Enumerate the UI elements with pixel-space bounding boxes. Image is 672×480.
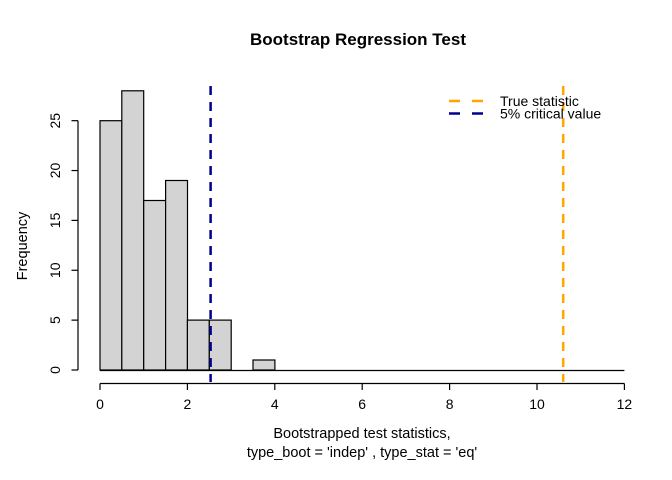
histogram-bar <box>186 319 210 371</box>
legend-label-true-statistic: True statistic <box>500 93 579 109</box>
y-axis: 0 5 10 15 20 25 <box>47 113 79 374</box>
y-tick-label: 5 <box>47 316 63 324</box>
histogram-bar <box>143 199 167 371</box>
x-axis-label-line2: type_boot = 'indep' , type_stat = 'eq' <box>247 445 478 461</box>
y-tick-label: 10 <box>47 262 63 278</box>
legend: True statistic 5% critical value <box>449 93 601 122</box>
y-tick-label: 0 <box>47 366 63 374</box>
x-tick-label: 8 <box>446 396 454 412</box>
histogram-bar <box>165 179 189 371</box>
x-axis: 0 2 4 6 8 10 12 <box>96 382 633 412</box>
y-tick-label: 25 <box>47 113 63 129</box>
histogram-bar <box>208 319 232 371</box>
y-axis-label: Frequency <box>15 211 31 280</box>
histogram-bars <box>99 90 625 372</box>
chart-title: Bootstrap Regression Test <box>250 30 466 49</box>
x-tick-label: 2 <box>184 396 192 412</box>
x-tick-label: 4 <box>271 396 279 412</box>
reference-lines <box>209 86 565 382</box>
histogram-bar <box>252 359 276 371</box>
histogram-bar <box>99 120 123 371</box>
y-tick-label: 20 <box>47 163 63 179</box>
x-tick-label: 10 <box>529 396 545 412</box>
x-tick-label: 0 <box>96 396 104 412</box>
histogram-bar <box>121 90 145 371</box>
x-tick-label: 12 <box>617 396 633 412</box>
x-axis-label-line1: Bootstrapped test statistics, <box>273 426 450 442</box>
y-tick-label: 15 <box>47 212 63 228</box>
x-tick-label: 6 <box>358 396 366 412</box>
legend-label-critical-value: 5% critical value <box>500 106 601 122</box>
